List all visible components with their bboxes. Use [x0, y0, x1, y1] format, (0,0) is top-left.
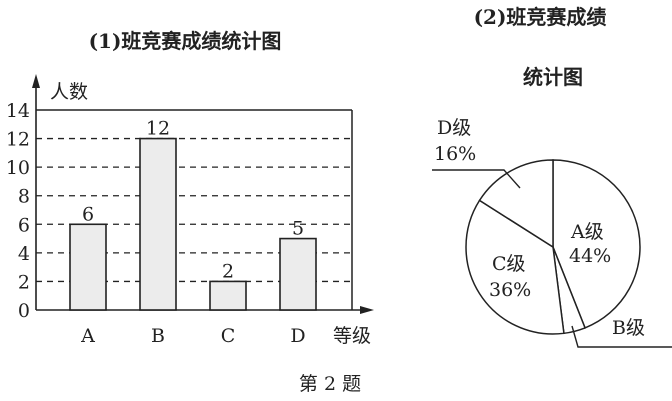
bar-A — [69, 223, 107, 311]
bar-C — [209, 280, 247, 311]
slice-label-d: D级 — [437, 117, 471, 139]
slice-label-b: B级 — [612, 317, 645, 339]
pie-chart-title-line1: (2)班竞赛成绩 — [474, 5, 607, 29]
pie-slice-D级 — [478, 159, 554, 249]
bar-value-label: 2 — [222, 260, 234, 282]
y-tick-label: 10 — [6, 157, 30, 179]
x-tick-label: B — [151, 325, 165, 347]
x-axis-label: 等级 — [333, 325, 371, 347]
slice-percent-a: 44% — [569, 245, 611, 267]
y-tick-label: 14 — [6, 100, 30, 122]
caption: 第 2 题 — [299, 373, 361, 395]
bar-value-label: 5 — [292, 218, 304, 240]
pie-slice-C级 — [465, 199, 565, 335]
bar-chart: 0 2 4 6 8 10 12 14 6 A 12 B 2 C 5 D — [6, 74, 374, 347]
slice-label-a: A级 — [570, 221, 604, 243]
y-tick-label: 12 — [6, 129, 30, 151]
y-tick-label: 2 — [18, 271, 30, 293]
bar-value-label: 12 — [146, 118, 170, 140]
slice-label-c: C级 — [492, 253, 526, 275]
leader-line-b — [571, 325, 672, 348]
slice-percent-d: 16% — [434, 143, 476, 165]
bar-B — [139, 137, 177, 311]
x-tick-label: A — [80, 325, 95, 347]
x-tick-label: D — [290, 325, 305, 347]
y-tick-label: 8 — [18, 186, 30, 208]
bar-D — [279, 237, 317, 311]
y-tick-label: 0 — [18, 300, 30, 322]
slice-percent-c: 36% — [489, 279, 531, 301]
y-tick-label: 4 — [18, 243, 30, 265]
bar-value-label: 6 — [82, 203, 94, 225]
x-axis-arrow — [360, 306, 374, 314]
pie-slice-A级 — [552, 159, 641, 329]
y-tick-label: 6 — [18, 214, 30, 236]
bar-chart-title: (1)班竞赛成绩统计图 — [89, 29, 282, 53]
pie-chart-title-line2: 统计图 — [523, 65, 583, 89]
y-axis-arrow — [32, 74, 40, 88]
y-axis-label: 人数 — [50, 81, 88, 103]
leader-line-d — [432, 169, 521, 189]
x-tick-label: C — [221, 325, 236, 347]
